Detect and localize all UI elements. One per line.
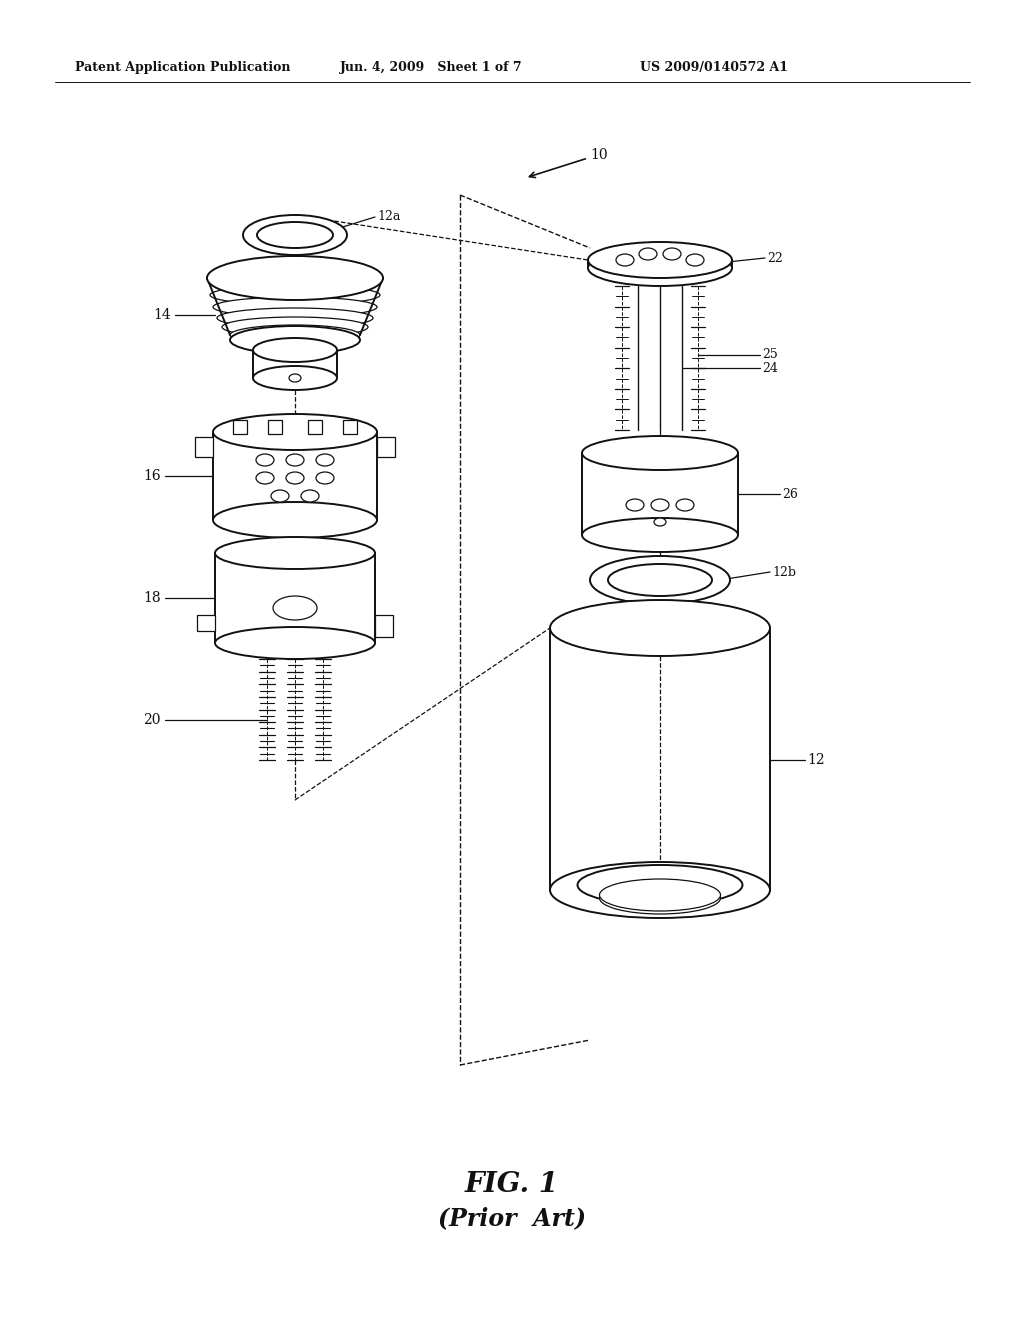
Ellipse shape bbox=[253, 338, 337, 362]
Text: 18: 18 bbox=[143, 591, 161, 605]
Ellipse shape bbox=[257, 222, 333, 248]
Ellipse shape bbox=[222, 317, 368, 337]
Ellipse shape bbox=[651, 499, 669, 511]
Ellipse shape bbox=[213, 297, 377, 317]
Ellipse shape bbox=[256, 473, 274, 484]
Ellipse shape bbox=[599, 879, 721, 911]
Bar bbox=[197, 615, 215, 631]
Ellipse shape bbox=[590, 556, 730, 605]
Text: 10: 10 bbox=[590, 148, 607, 162]
Bar bbox=[694, 441, 710, 455]
Text: (Prior  Art): (Prior Art) bbox=[438, 1206, 586, 1230]
Ellipse shape bbox=[626, 499, 644, 511]
Ellipse shape bbox=[316, 473, 334, 484]
Bar bbox=[233, 420, 247, 434]
Text: 16: 16 bbox=[143, 469, 161, 483]
Ellipse shape bbox=[210, 285, 380, 305]
Text: 20: 20 bbox=[143, 713, 161, 727]
Ellipse shape bbox=[230, 325, 360, 345]
Bar bbox=[242, 543, 258, 557]
Ellipse shape bbox=[207, 256, 383, 300]
Text: 14: 14 bbox=[154, 308, 171, 322]
Ellipse shape bbox=[289, 374, 301, 381]
Ellipse shape bbox=[578, 865, 742, 906]
Bar bbox=[332, 543, 348, 557]
Ellipse shape bbox=[686, 253, 705, 267]
Ellipse shape bbox=[213, 502, 377, 539]
Ellipse shape bbox=[256, 454, 274, 466]
Text: 22: 22 bbox=[767, 252, 782, 264]
Bar bbox=[343, 420, 357, 434]
Ellipse shape bbox=[550, 862, 770, 917]
Ellipse shape bbox=[599, 882, 721, 913]
Ellipse shape bbox=[243, 215, 347, 255]
Text: 25: 25 bbox=[762, 348, 778, 362]
Ellipse shape bbox=[217, 308, 373, 327]
Ellipse shape bbox=[588, 249, 732, 286]
Text: Patent Application Publication: Patent Application Publication bbox=[75, 62, 291, 74]
Ellipse shape bbox=[215, 627, 375, 659]
Text: 12: 12 bbox=[807, 752, 824, 767]
Ellipse shape bbox=[582, 436, 738, 470]
Ellipse shape bbox=[253, 366, 337, 389]
Ellipse shape bbox=[273, 597, 317, 620]
Bar bbox=[610, 441, 626, 455]
Ellipse shape bbox=[582, 517, 738, 552]
Ellipse shape bbox=[608, 564, 712, 597]
Text: FIG. 1: FIG. 1 bbox=[465, 1172, 559, 1199]
Text: US 2009/0140572 A1: US 2009/0140572 A1 bbox=[640, 62, 788, 74]
Ellipse shape bbox=[616, 253, 634, 267]
Ellipse shape bbox=[230, 326, 360, 354]
Ellipse shape bbox=[676, 499, 694, 511]
Text: 26: 26 bbox=[782, 487, 798, 500]
Ellipse shape bbox=[316, 454, 334, 466]
Ellipse shape bbox=[286, 454, 304, 466]
Ellipse shape bbox=[654, 517, 666, 525]
Bar bbox=[377, 437, 395, 457]
Bar bbox=[195, 437, 213, 457]
Bar bbox=[308, 420, 322, 434]
Ellipse shape bbox=[588, 242, 732, 279]
Text: 12b: 12b bbox=[772, 565, 796, 578]
Ellipse shape bbox=[271, 490, 289, 502]
Ellipse shape bbox=[639, 248, 657, 260]
Ellipse shape bbox=[213, 414, 377, 450]
Bar bbox=[268, 420, 282, 434]
Ellipse shape bbox=[301, 490, 319, 502]
Ellipse shape bbox=[663, 248, 681, 260]
Text: 24: 24 bbox=[762, 362, 778, 375]
Text: Jun. 4, 2009   Sheet 1 of 7: Jun. 4, 2009 Sheet 1 of 7 bbox=[340, 62, 522, 74]
Text: 12a: 12a bbox=[377, 210, 400, 223]
Ellipse shape bbox=[286, 473, 304, 484]
Ellipse shape bbox=[215, 537, 375, 569]
Bar bbox=[375, 615, 393, 638]
Ellipse shape bbox=[550, 601, 770, 656]
